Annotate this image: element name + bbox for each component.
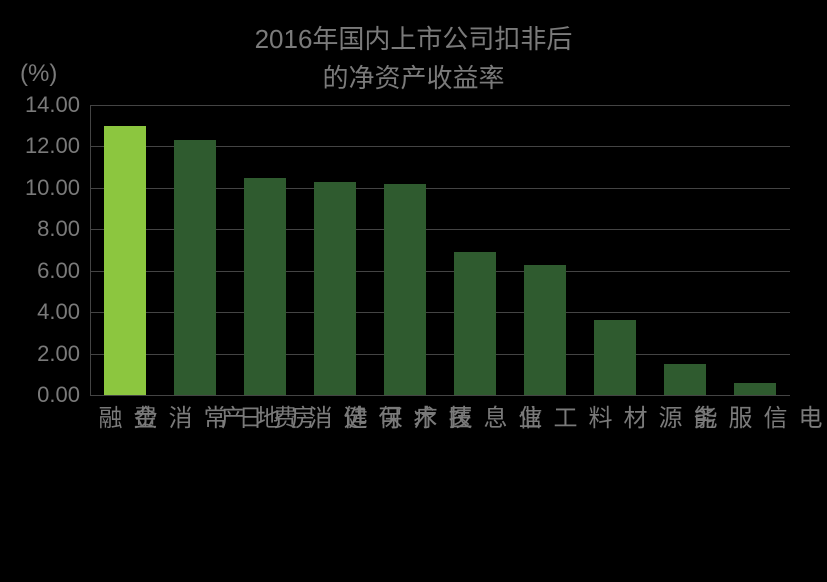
y-tick-label: 8.00 bbox=[0, 216, 80, 242]
bar bbox=[524, 265, 566, 396]
gridline bbox=[90, 105, 790, 106]
y-axis-line bbox=[90, 105, 91, 395]
bar bbox=[664, 364, 706, 395]
x-tick-label: 电信服务 bbox=[685, 405, 825, 431]
bar bbox=[734, 383, 776, 395]
bar bbox=[594, 320, 636, 395]
y-tick-label: 4.00 bbox=[0, 299, 80, 325]
bar-chart: 2016年国内上市公司扣非后 的净资产收益率 (%) 0.002.004.006… bbox=[0, 0, 827, 582]
bar bbox=[104, 126, 146, 395]
y-tick-label: 6.00 bbox=[0, 258, 80, 284]
plot-area: 0.002.004.006.008.0010.0012.0014.00金融日常消… bbox=[90, 105, 790, 395]
y-axis-unit: (%) bbox=[20, 60, 57, 88]
bar bbox=[454, 252, 496, 395]
bar bbox=[314, 182, 356, 395]
gridline bbox=[90, 395, 790, 396]
chart-title-line1: 2016年国内上市公司扣非后 bbox=[0, 20, 827, 59]
y-tick-label: 12.00 bbox=[0, 133, 80, 159]
bar bbox=[174, 140, 216, 395]
y-tick-label: 0.00 bbox=[0, 382, 80, 408]
x-tick-label: 工业 bbox=[510, 405, 580, 431]
y-tick-label: 2.00 bbox=[0, 341, 80, 367]
chart-title: 2016年国内上市公司扣非后 的净资产收益率 bbox=[0, 20, 827, 98]
y-tick-label: 10.00 bbox=[0, 175, 80, 201]
bar bbox=[244, 178, 286, 396]
y-tick-label: 14.00 bbox=[0, 92, 80, 118]
chart-title-line2: 的净资产收益率 bbox=[0, 59, 827, 98]
x-tick-label: 材料 bbox=[580, 405, 650, 431]
bar bbox=[384, 184, 426, 395]
